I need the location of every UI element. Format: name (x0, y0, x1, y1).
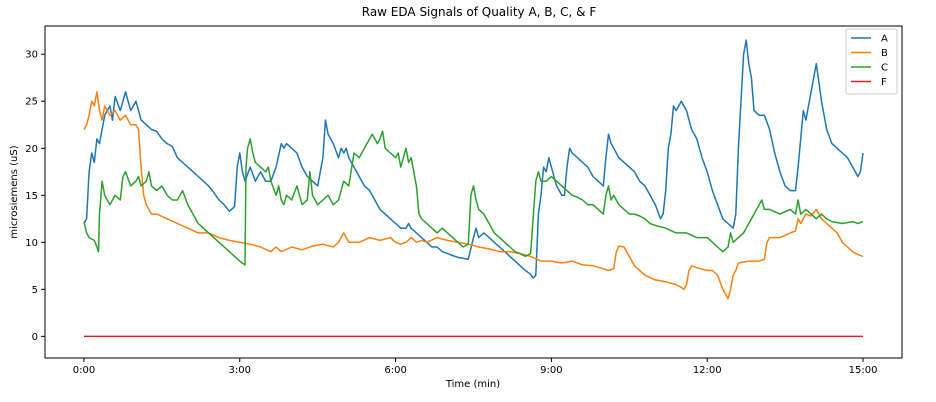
x-tick-label: 12:00 (693, 365, 722, 376)
y-tick-label: 15 (25, 191, 38, 202)
y-axis-label: microsiemens (uS) (9, 145, 20, 238)
x-tick-label: 9:00 (540, 365, 562, 376)
y-tick-label: 10 (25, 238, 38, 249)
y-tick-label: 25 (25, 97, 38, 108)
legend-label-f: F (881, 77, 887, 88)
x-tick-label: 15:00 (849, 365, 878, 376)
series-line-b (83, 91, 864, 300)
legend-box (845, 28, 898, 95)
series-line-a (83, 39, 864, 279)
y-tick-label: 5 (32, 285, 38, 296)
y-tick-label: 0 (32, 332, 38, 343)
y-tick-label: 20 (25, 144, 38, 155)
x-axis-label: Time (min) (445, 379, 500, 390)
x-tick-label: 6:00 (384, 365, 406, 376)
legend-label-c: C (881, 63, 888, 74)
y-tick-label: 30 (25, 50, 38, 61)
legend-label-b: B (881, 48, 888, 59)
series-line-c (83, 130, 864, 266)
legend-label-a: A (881, 34, 888, 45)
x-axis: 0:00 3:00 6:00 9:00 12:00 15:00 (73, 358, 878, 376)
y-axis: 0 5 10 15 20 25 30 (25, 50, 45, 343)
series-lines (83, 39, 864, 338)
plot-area-frame (44, 25, 903, 359)
x-tick-label: 0:00 (73, 365, 95, 376)
chart-title: Raw EDA Signals of Quality A, B, C, & F (362, 5, 597, 19)
x-tick-label: 3:00 (229, 365, 251, 376)
